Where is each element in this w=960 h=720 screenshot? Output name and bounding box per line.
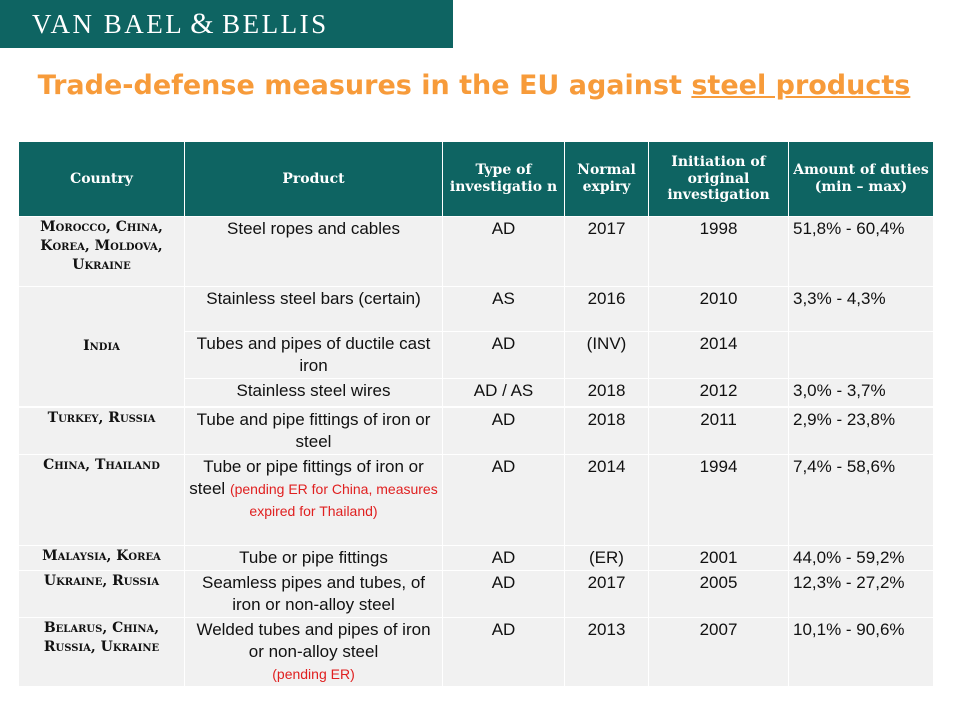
type-cell: AD (442, 617, 565, 688)
table-row: Stainless steel wires AD / AS 2018 2012 … (19, 378, 934, 408)
table-row: China, Thailand Tube or pipe fittings of… (18, 453, 934, 546)
table-row: Morocco, China, Korea, Moldova, Ukraine … (18, 216, 934, 287)
duties-cell: 12,3% - 27,2% (788, 569, 934, 619)
duties-cell: 51,8% - 60,4% (788, 216, 934, 287)
product-text: Tube or pipe fittings of iron or steel (189, 456, 424, 498)
type-cell: AD (442, 405, 565, 455)
expiry-cell: 2014 (564, 453, 649, 546)
type-cell: AS (442, 286, 565, 332)
measures-table: Country Product Type of investigatio n N… (18, 141, 934, 688)
expiry-cell: 2018 (564, 378, 649, 408)
initiation-cell: 1998 (648, 216, 789, 287)
table-header-row: Country Product Type of investigatio n N… (18, 141, 934, 217)
duties-cell: 3,0% - 3,7% (788, 378, 934, 408)
initiation-cell: 1994 (648, 453, 789, 546)
product-cell: Tube or pipe fittings (184, 544, 443, 571)
col-header-product: Product (184, 141, 443, 217)
initiation-cell: 2010 (648, 286, 789, 332)
table-row: Malaysia, Korea Tube or pipe fittings AD… (18, 544, 934, 571)
logo-ampersand: & (190, 7, 217, 40)
country-cell: Morocco, China, Korea, Moldova, Ukraine (18, 216, 185, 287)
initiation-cell: 2005 (648, 569, 789, 619)
title-prefix: Trade-defense measures in the EU against (37, 70, 692, 101)
initiation-cell: 2012 (648, 378, 789, 408)
country-cell: Malaysia, Korea (18, 544, 185, 571)
product-cell: Steel ropes and cables (184, 216, 443, 287)
initiation-cell: 2011 (648, 405, 789, 455)
table-row: Ukraine, Russia Seamless pipes and tubes… (18, 569, 934, 619)
table-row: Tubes and pipes of ductile cast iron AD … (19, 330, 934, 380)
expiry-cell: (ER) (564, 544, 649, 571)
duties-cell: 2,9% - 23,8% (788, 405, 934, 455)
product-cell: Seamless pipes and tubes, of iron or non… (184, 569, 443, 619)
expiry-cell: 2013 (564, 617, 649, 688)
col-header-type: Type of investigatio n (442, 141, 565, 217)
product-note: (pending ER for China, measures expired … (229, 480, 438, 520)
duties-cell: 10,1% - 90,6% (788, 617, 934, 688)
duties-cell: 7,4% - 58,6% (788, 453, 934, 546)
product-text: Welded tubes and pipes of iron or non-al… (196, 620, 431, 662)
country-cell: China, Thailand (18, 453, 185, 546)
product-cell: Tubes and pipes of ductile cast iron (184, 330, 443, 380)
country-cell: Turkey, Russia (18, 405, 185, 455)
product-note: (pending ER) (272, 666, 355, 683)
type-cell: AD (442, 330, 565, 380)
table-row: Turkey, Russia Tube and pipe fittings of… (18, 405, 934, 455)
col-header-duties: Amount of duties (min – max) (788, 141, 934, 217)
duties-cell (788, 330, 934, 380)
product-cell: Stainless steel bars (certain) (184, 286, 443, 332)
initiation-cell: 2007 (648, 617, 789, 688)
expiry-cell: 2017 (564, 569, 649, 619)
product-cell: Tube and pipe fittings of iron or steel (184, 405, 443, 455)
type-cell: AD (442, 216, 565, 287)
country-cell: Ukraine, Russia (18, 569, 185, 619)
product-cell: Welded tubes and pipes of iron or non-al… (184, 617, 443, 688)
type-cell: AD / AS (442, 378, 565, 408)
col-header-country: Country (18, 141, 185, 217)
col-header-initiation: Initiation of original investigation (648, 141, 789, 217)
type-cell: AD (442, 569, 565, 619)
country-cell: Belarus, China, Russia, Ukraine (18, 617, 185, 688)
type-cell: AD (442, 544, 565, 571)
expiry-cell: 2016 (564, 286, 649, 332)
firm-logo-band: VAN BAEL & BELLIS (0, 0, 453, 48)
expiry-cell: (INV) (564, 330, 649, 380)
initiation-cell: 2001 (648, 544, 789, 571)
product-cell: Stainless steel wires (184, 378, 443, 408)
table-row: Belarus, China, Russia, Ukraine Welded t… (18, 617, 934, 688)
slide-title: Trade-defense measures in the EU against… (0, 70, 948, 101)
logo-part1: VAN BAEL (32, 9, 185, 39)
table-row: India Stainless steel bars (certain) AS … (18, 285, 934, 408)
product-cell: Tube or pipe fittings of iron or steel (… (184, 453, 443, 546)
col-header-expiry: Normal expiry (564, 141, 649, 217)
expiry-cell: 2017 (564, 216, 649, 287)
country-cell: India (18, 285, 185, 408)
logo-part2: BELLIS (222, 9, 329, 39)
type-cell: AD (442, 453, 565, 546)
expiry-cell: 2018 (564, 405, 649, 455)
duties-cell: 44,0% - 59,2% (788, 544, 934, 571)
title-underlined: steel products (691, 70, 911, 101)
firm-logo: VAN BAEL & BELLIS (32, 7, 329, 41)
duties-cell: 3,3% - 4,3% (788, 286, 934, 332)
initiation-cell: 2014 (648, 330, 789, 380)
